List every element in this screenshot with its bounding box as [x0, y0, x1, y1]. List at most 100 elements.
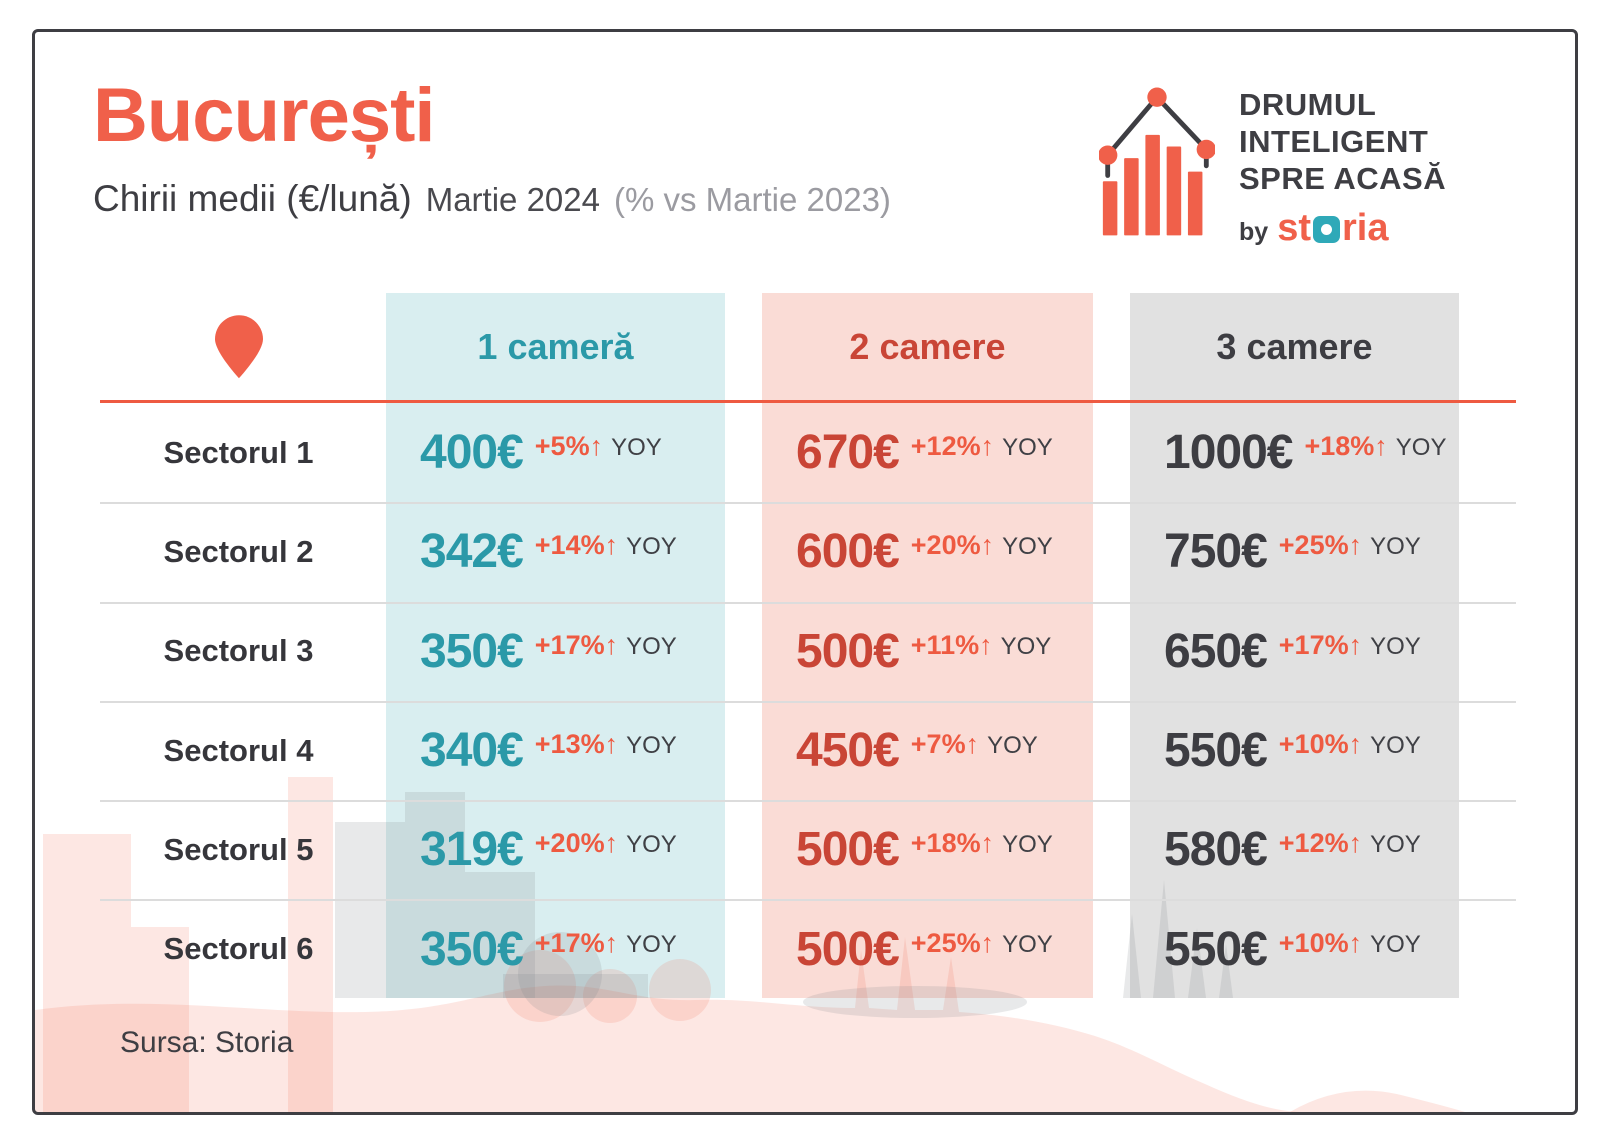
- yoy-change: +14%↑: [534, 530, 619, 561]
- yoy-change: +20%↑: [534, 828, 619, 859]
- rent-cell-3-camere: 650€ +17%↑ YOY: [1130, 624, 1459, 679]
- table-row: Sectorul 6 350€ +17%↑ YOY 500€ +25%↑ YOY 5…: [98, 899, 1516, 998]
- subtitle-period: Martie 2024: [425, 180, 600, 218]
- rent-value: 1000€: [1164, 426, 1293, 480]
- rent-cell-2-camere: 450€ +7%↑ YOY: [762, 723, 1093, 778]
- yoy-change: +25%↑: [1278, 530, 1363, 561]
- yoy-change: +17%↑: [534, 927, 619, 958]
- rent-cell-1-camera: 350€ +17%↑ YOY: [386, 922, 725, 977]
- sector-label: Sectorul 4: [163, 732, 314, 768]
- rent-value: 340€: [420, 724, 524, 778]
- rent-cell-1-camera: 400€ +5%↑ YOY: [386, 425, 725, 480]
- yoy-label: YOY: [1002, 533, 1053, 561]
- by-storia: by st ria: [1239, 207, 1446, 250]
- source-note: Sursa: Storia: [120, 1026, 294, 1059]
- yoy-label: YOY: [1002, 831, 1053, 859]
- rent-cell-1-camera: 319€ +20%↑ YOY: [386, 822, 725, 877]
- table-row: Sectorul 5 319€ +20%↑ YOY 500€ +18%↑ YOY 5…: [98, 800, 1516, 899]
- yoy-change: +12%↑: [1278, 828, 1363, 859]
- rent-cell-2-camere: 670€ +12%↑ YOY: [762, 425, 1093, 480]
- rent-value: 670€: [796, 426, 900, 480]
- yoy-label: YOY: [1395, 434, 1447, 462]
- rent-cell-3-camere: 580€ +12%↑ YOY: [1130, 822, 1459, 877]
- yoy-label: YOY: [611, 434, 662, 462]
- yoy-label: YOY: [626, 533, 677, 561]
- storia-wordmark: st ria: [1277, 207, 1389, 249]
- yoy-change: +17%↑: [1278, 629, 1363, 660]
- table-row: Sectorul 4 340€ +13%↑ YOY 450€ +7%↑ YOY 55…: [98, 700, 1516, 800]
- rent-table: 1 cameră 2 camere 3 camere Sectorul 1 40…: [98, 293, 1516, 998]
- yoy-change: +17%↑: [534, 629, 619, 660]
- yoy-change: +25%↑: [910, 927, 995, 958]
- yoy-label: YOY: [1370, 533, 1421, 561]
- logo-line-1: DRUMUL: [1239, 87, 1377, 122]
- yoy-label: YOY: [1002, 434, 1053, 462]
- house-barchart-icon: [1099, 87, 1215, 236]
- rent-value: 550€: [1164, 724, 1268, 778]
- yoy-label: YOY: [1370, 831, 1421, 859]
- yoy-change: +10%↑: [1278, 927, 1363, 958]
- rent-value: 650€: [1164, 624, 1268, 678]
- location-cell: [98, 314, 349, 379]
- column-header-1-camera: 1 cameră: [477, 325, 634, 367]
- yoy-change: +11%↑: [910, 629, 993, 660]
- rent-value: 580€: [1164, 823, 1268, 877]
- rent-cell-3-camere: 550€ +10%↑ YOY: [1130, 723, 1459, 778]
- yoy-change: +18%↑: [1304, 431, 1388, 462]
- yoy-change: +18%↑: [910, 828, 995, 859]
- header-divider-line: [100, 400, 1516, 403]
- rent-value: 500€: [796, 922, 900, 976]
- storia-logo: DRUMUL INTELIGENT SPRE ACASĂ by st ria: [1099, 78, 1446, 250]
- rent-cell-2-camere: 500€ +25%↑ YOY: [762, 922, 1093, 977]
- column-band-3-camere: [1130, 293, 1459, 998]
- subtitle-main: Chirii medii (€/lună): [93, 177, 412, 219]
- yoy-label: YOY: [626, 831, 677, 859]
- rent-value: 400€: [420, 426, 524, 480]
- rent-cell-1-camera: 350€ +17%↑ YOY: [386, 624, 725, 679]
- by-label: by: [1239, 218, 1269, 246]
- yoy-change: +13%↑: [534, 729, 619, 760]
- yoy-label: YOY: [1370, 632, 1421, 660]
- table-header-row: 1 cameră 2 camere 3 camere: [98, 293, 1516, 400]
- yoy-label: YOY: [987, 732, 1038, 760]
- yoy-change: +7%↑: [910, 729, 980, 760]
- yoy-label: YOY: [1002, 930, 1053, 958]
- yoy-label: YOY: [626, 930, 677, 958]
- sector-label: Sectorul 2: [163, 533, 314, 569]
- table-row: Sectorul 2 342€ +14%↑ YOY 600€ +20%↑ YOY 7…: [98, 502, 1516, 601]
- table-row: Sectorul 1 400€ +5%↑ YOY 670€ +12%↑ YOY 10…: [98, 403, 1516, 502]
- rent-value: 450€: [796, 724, 900, 778]
- storia-o-icon: [1312, 216, 1340, 243]
- yoy-label: YOY: [1000, 632, 1052, 660]
- sector-label: Sectorul 6: [163, 931, 314, 967]
- table-row: Sectorul 3 350€ +17%↑ YOY 500€ +11%↑ YOY 6…: [98, 601, 1516, 701]
- rent-value: 500€: [796, 823, 900, 877]
- rent-cell-2-camere: 600€ +20%↑ YOY: [762, 524, 1093, 579]
- yoy-label: YOY: [626, 732, 677, 760]
- yoy-label: YOY: [626, 632, 677, 660]
- table-rows: Sectorul 1 400€ +5%↑ YOY 670€ +12%↑ YOY 10…: [98, 403, 1516, 999]
- logo-text: DRUMUL INTELIGENT SPRE ACASĂ by st ria: [1239, 78, 1446, 250]
- sector-label: Sectorul 5: [163, 831, 314, 867]
- page-title: București: [93, 73, 436, 158]
- column-band-1-camera: [386, 293, 725, 998]
- rent-value: 350€: [420, 624, 524, 678]
- yoy-change: +10%↑: [1278, 729, 1363, 760]
- logo-line-3: SPRE ACASĂ: [1239, 161, 1447, 196]
- rent-cell-1-camera: 340€ +13%↑ YOY: [386, 723, 725, 778]
- yoy-change: +20%↑: [910, 530, 995, 561]
- rent-value: 319€: [420, 823, 524, 877]
- rent-value: 550€: [1164, 922, 1268, 976]
- rent-value: 350€: [420, 922, 524, 976]
- yoy-change: +5%↑: [534, 431, 604, 462]
- rent-value: 600€: [796, 525, 900, 579]
- column-band-2-camere: [762, 293, 1093, 998]
- column-header-2-camere: 2 camere: [849, 325, 1006, 367]
- rent-cell-1-camera: 342€ +14%↑ YOY: [386, 524, 725, 579]
- rent-cell-3-camere: 750€ +25%↑ YOY: [1130, 524, 1459, 579]
- rent-value: 750€: [1164, 525, 1268, 579]
- yoy-label: YOY: [1370, 930, 1421, 958]
- rent-value: 500€: [796, 624, 900, 678]
- rent-cell-2-camere: 500€ +11%↑ YOY: [762, 624, 1093, 679]
- rent-cell-3-camere: 1000€ +18%↑ YOY: [1130, 425, 1459, 480]
